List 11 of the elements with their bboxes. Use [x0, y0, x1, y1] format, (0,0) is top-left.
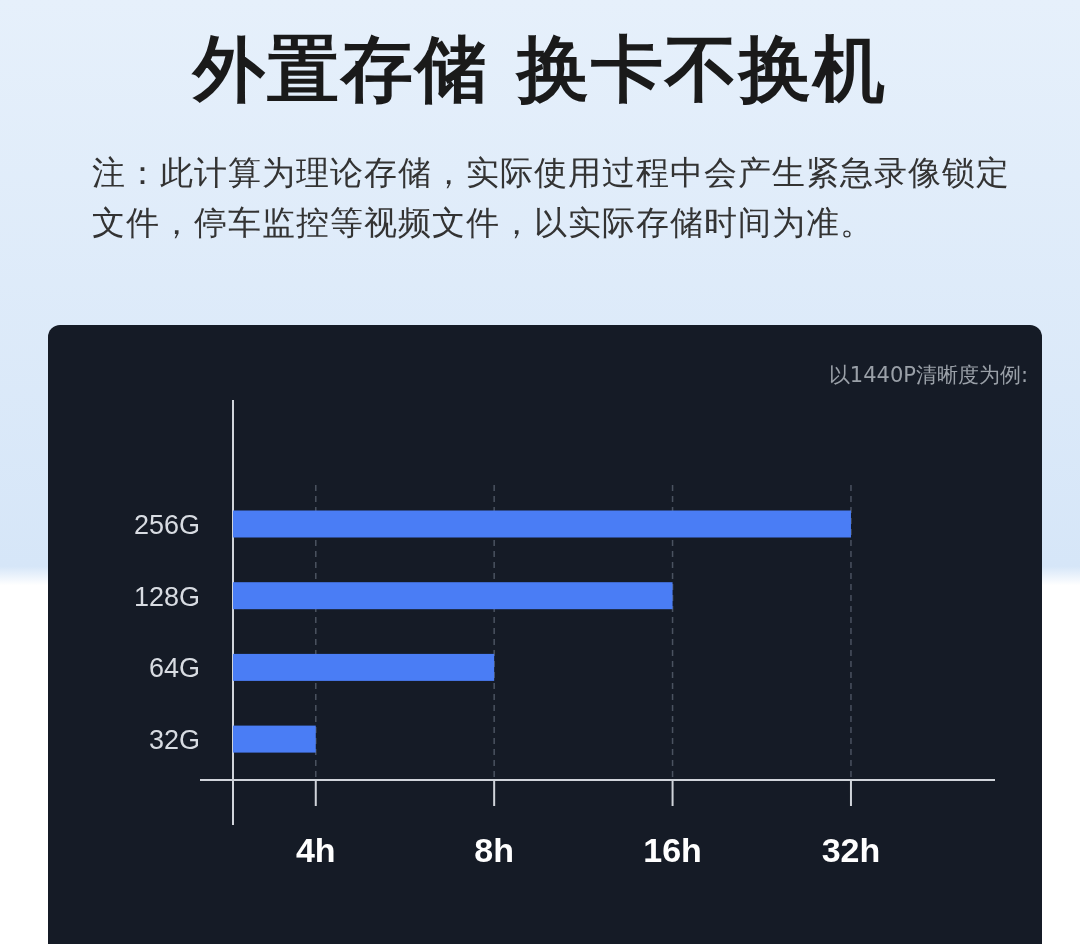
chart-subtitle: 注：此计算为理论存储，实际使用过程中会产生紧急录像锁定文件，停车监控等视频文件，以实际存储时间为准。: [92, 152, 1011, 244]
text: 以1440P清晰度为例:: [828, 363, 1028, 387]
y-tick-label: 32G: [148, 725, 200, 756]
chart-title: 外置存储 换卡不换机: [190, 26, 888, 113]
y-tick-label: 128G: [133, 581, 200, 612]
x-tick-label: 16h: [643, 831, 702, 869]
y-tick-label: 64G: [148, 653, 200, 684]
x-tick-label: 32h: [821, 831, 881, 869]
x-tick-label: 4h: [295, 831, 336, 869]
y-tick-label: 256G: [133, 510, 200, 540]
x-tick-label: 8h: [474, 831, 515, 869]
